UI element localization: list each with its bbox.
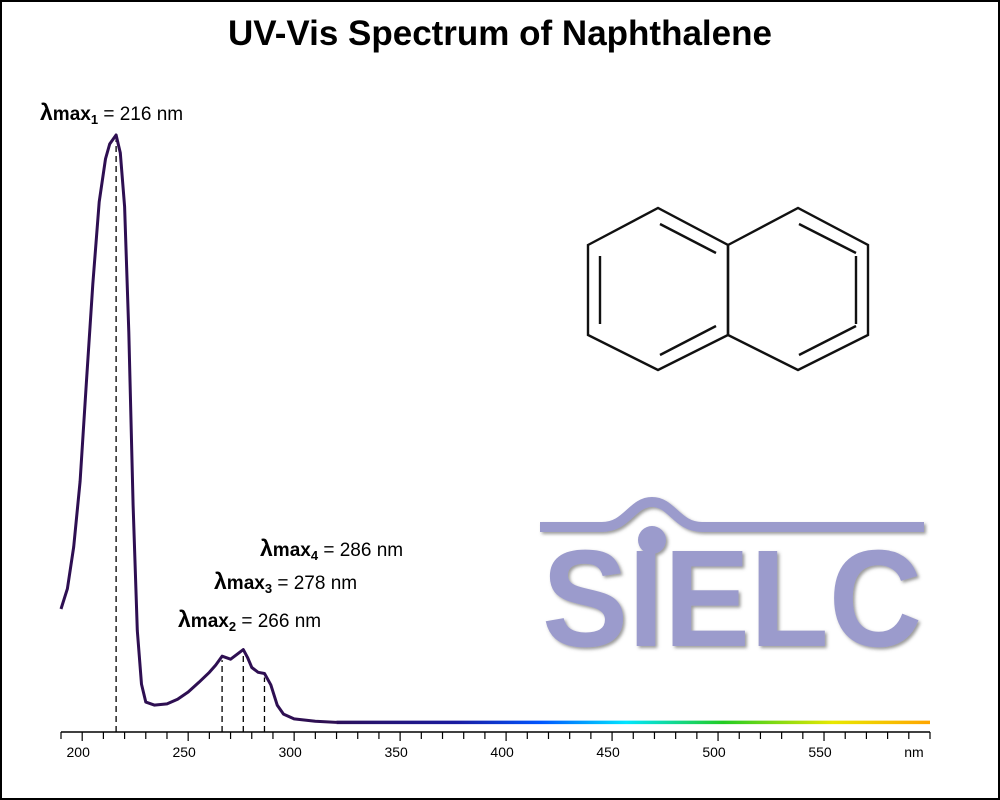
peak-annotations: λmax1 = 216 nm λmax2 = 266 nm λmax3 = 278 … xyxy=(40,99,403,634)
x-tick-label: 450 xyxy=(596,744,620,760)
x-tick-label: 200 xyxy=(67,744,91,760)
peak-markers xyxy=(115,139,266,732)
peak-label: λmax4 = 286 nm xyxy=(260,535,403,563)
spectrum-line xyxy=(59,133,337,724)
x-tick-label: 500 xyxy=(702,744,726,760)
naphthalene-structure xyxy=(586,206,870,372)
spectrum-series xyxy=(59,133,930,725)
peak-label: λmax1 = 216 nm xyxy=(40,99,183,127)
x-axis-unit-label: nm xyxy=(904,744,923,760)
peak-label: λmax3 = 278 nm xyxy=(214,568,357,596)
sielc-logo: SIELC xyxy=(540,496,924,676)
x-tick-label: 250 xyxy=(172,744,196,760)
peak-label: λmax2 = 266 nm xyxy=(178,606,321,634)
x-tick-label: 400 xyxy=(490,744,514,760)
x-tick-label: 350 xyxy=(384,744,408,760)
x-tick-label: 300 xyxy=(278,744,302,760)
svg-text:SIELC: SIELC xyxy=(542,522,922,676)
chart-title: UV-Vis Spectrum of Naphthalene xyxy=(228,14,772,53)
x-tick-label: 550 xyxy=(808,744,832,760)
x-axis: 200 250 300 350 400 450 500 550 nm xyxy=(60,731,931,760)
